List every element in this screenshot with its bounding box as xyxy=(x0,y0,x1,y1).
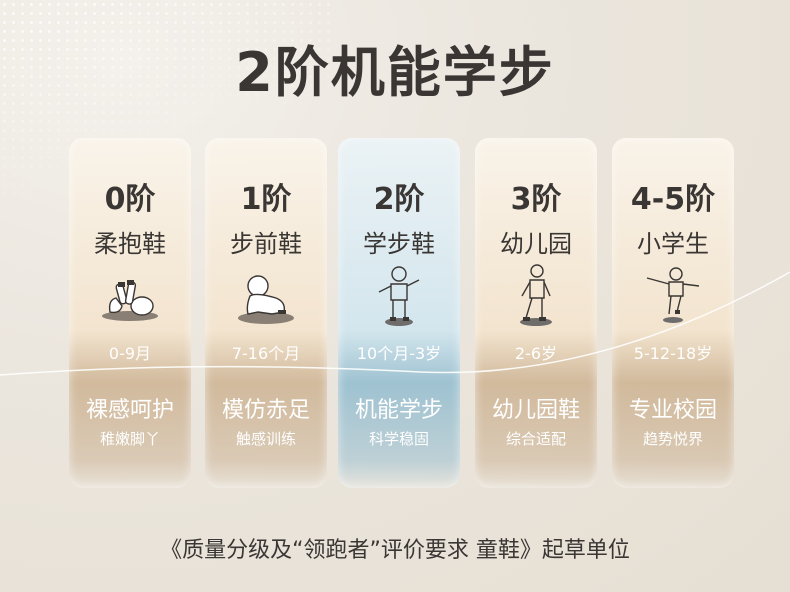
stage-label: 2阶 xyxy=(373,182,425,217)
feature-title: 幼儿园鞋 xyxy=(491,398,580,423)
toddler-walking-icon xyxy=(378,266,420,326)
stage-label: 1阶 xyxy=(240,182,292,217)
shoe-type: 小学生 xyxy=(637,230,709,258)
stage-card-0: 0阶 柔抱鞋 0-9月 裸感呵护 稚嫩脚丫 xyxy=(69,138,191,488)
age-range: 10个月-3岁 xyxy=(356,344,442,363)
stage-card-1: 1阶 步前鞋 7-16个月 模仿赤足 触感训练 xyxy=(205,138,327,488)
feature-subtitle: 稚嫩脚丫 xyxy=(99,430,160,448)
feature-title: 专业校园 xyxy=(628,398,717,423)
feature-title: 机能学步 xyxy=(354,398,443,423)
crawling-baby-icon xyxy=(238,275,294,324)
stage-card-4: 4-5阶 小学生 5-12-18岁 专业校园 趋势悦界 xyxy=(612,138,734,488)
shoe-type: 学步鞋 xyxy=(363,230,435,258)
age-range: 0-9月 xyxy=(108,344,152,363)
page-title: 2阶机能学步 xyxy=(235,41,555,104)
age-range: 5-12-18岁 xyxy=(633,344,713,363)
shoe-type: 柔抱鞋 xyxy=(94,230,166,258)
shoe-type: 步前鞋 xyxy=(230,230,302,258)
feature-title: 裸感呵护 xyxy=(85,398,174,423)
shoe-type: 幼儿园 xyxy=(500,230,572,258)
feature-subtitle: 综合适配 xyxy=(505,430,566,448)
child-walking-icon xyxy=(520,264,552,326)
feature-title: 模仿赤足 xyxy=(221,398,310,423)
feature-subtitle: 趋势悦界 xyxy=(642,430,703,448)
stage-label: 4-5阶 xyxy=(630,182,716,217)
stage-card-2-active: 2阶 学步鞋 10个月-3岁 机能学步 科学稳固 xyxy=(338,138,460,488)
stage-label: 0阶 xyxy=(104,182,156,217)
stage-card-3: 3阶 幼儿园 2-6岁 幼儿园鞋 综合适配 xyxy=(475,138,597,488)
feature-subtitle: 科学稳固 xyxy=(368,430,429,448)
lying-baby-icon xyxy=(102,280,158,321)
footer-note: 《质量分级及“领跑者”评价要求 童鞋》起草单位 xyxy=(160,538,630,563)
age-range: 2-6岁 xyxy=(514,344,558,363)
child-running-icon xyxy=(646,267,700,323)
feature-subtitle: 触感训练 xyxy=(235,430,296,448)
stage-label: 3阶 xyxy=(510,182,562,217)
age-range: 7-16个月 xyxy=(231,344,301,363)
